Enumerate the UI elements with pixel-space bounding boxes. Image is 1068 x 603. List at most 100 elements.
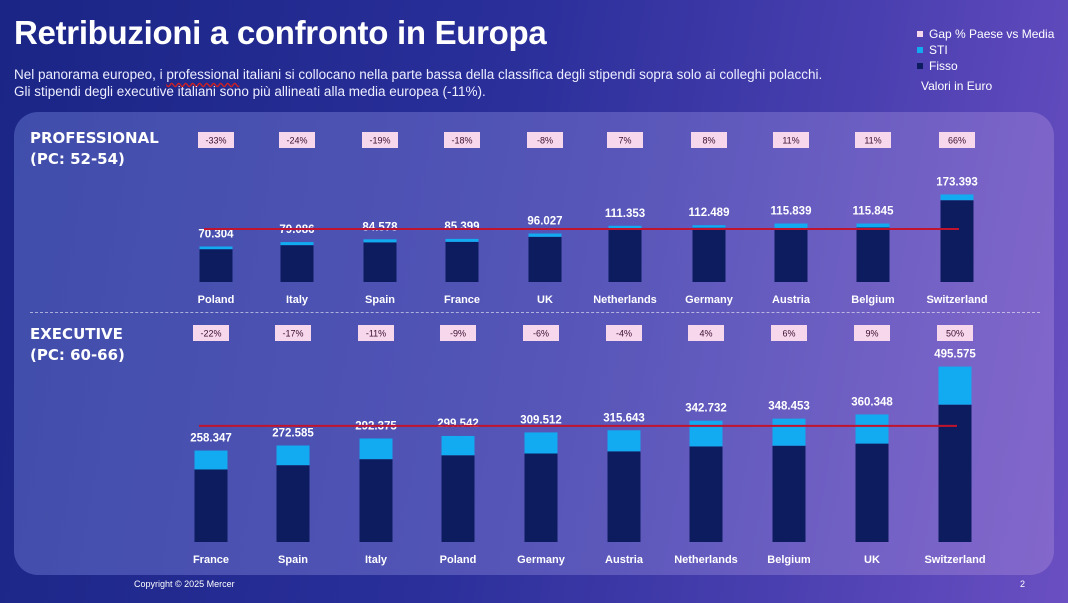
executive-bar-fisso [689, 446, 723, 542]
executive-gap-box [193, 325, 229, 341]
legend-unit: Valori in Euro [921, 79, 993, 93]
professional-bar-sti [280, 242, 314, 246]
legend-swatch-gap [917, 31, 923, 37]
professional-category-label: Italy [286, 294, 309, 306]
professional-bar-sti [199, 246, 233, 250]
subtitle-text: italiani si collocano nella parte bassa … [239, 67, 823, 82]
executive-bar-fisso [855, 443, 889, 542]
professional-bar-sti [940, 194, 974, 201]
professional-category-label: Poland [198, 294, 235, 306]
executive-gap-label: 50% [946, 329, 964, 339]
professional-category-label: Switzerland [926, 294, 987, 306]
page-title: Retribuzioni a confronto in Europa [14, 14, 547, 51]
executive-bar-fisso [607, 451, 641, 542]
legend-label-sti: STI [929, 43, 948, 57]
professional-gap-label: 66% [948, 136, 966, 146]
professional-gap-box [691, 132, 727, 148]
professional-gap-label: 11% [864, 136, 881, 146]
legend-item-gap: Gap % Paese vs Media [917, 26, 1054, 42]
professional-bar-fisso [940, 200, 974, 282]
professional-gap-box [607, 132, 643, 148]
executive-bar-sti [607, 430, 641, 452]
professional-bar-sti [692, 225, 726, 228]
executive-category-label: Italy [365, 554, 388, 566]
professional-total-label: 70.304 [198, 228, 234, 240]
section-divider [30, 312, 1040, 313]
professional-bar-fisso [608, 228, 642, 282]
executive-bar-fisso [524, 453, 558, 542]
professional-total-label: 115.839 [771, 206, 812, 218]
executive-bar-fisso [276, 465, 310, 542]
executive-total-label: 342.732 [685, 403, 727, 415]
professional-pc-range: (PC: 52-54) [30, 150, 125, 168]
executive-bar-fisso [359, 459, 393, 542]
professional-bar-fisso [363, 242, 397, 282]
professional-title: PROFESSIONAL [30, 129, 159, 147]
executive-gap-label: -17% [282, 329, 303, 339]
executive-gap-label: -11% [366, 329, 386, 339]
page-subtitle: Nel panorama europeo, i professional ita… [14, 66, 822, 100]
subtitle-text: Nel panorama europeo, i [14, 67, 167, 82]
executive-total-label: 309.512 [520, 414, 562, 426]
page-number: 2 [1020, 579, 1026, 589]
subtitle-underlined-word: professional [166, 67, 240, 82]
executive-category-label: France [193, 554, 229, 566]
professional-bar-sti [363, 239, 397, 243]
executive-total-label: 348.453 [768, 401, 810, 413]
legend-item-fisso: Fisso [917, 58, 1054, 74]
executive-total-label: 495.575 [934, 349, 976, 361]
professional-gap-box [939, 132, 975, 148]
legend-swatch-sti [917, 47, 923, 53]
professional-gap-box [198, 132, 234, 148]
executive-pc-range: (PC: 60-66) [30, 346, 125, 364]
professional-gap-label: -19% [369, 136, 390, 146]
executive-total-label: 315.643 [603, 412, 645, 424]
executive-category-label: Spain [278, 554, 308, 566]
professional-gap-box [773, 132, 809, 148]
executive-bar-sti [524, 432, 558, 454]
executive-gap-box [275, 325, 311, 341]
executive-gap-box [937, 325, 973, 341]
executive-bar-sti [855, 414, 889, 444]
professional-bar-sti [856, 223, 890, 228]
legend-swatch-fisso [917, 63, 923, 69]
executive-gap-label: 6% [782, 329, 795, 339]
professional-bar-sti [528, 233, 562, 237]
executive-gap-label: -4% [616, 329, 632, 339]
professional-gap-label: -8% [537, 136, 553, 146]
executive-bar-sti [359, 438, 393, 460]
professional-gap-box [362, 132, 398, 148]
professional-bar-fisso [774, 227, 808, 282]
professional-bar-fisso [280, 245, 314, 282]
executive-gap-label: -9% [450, 329, 466, 339]
professional-gap-label: -18% [451, 136, 472, 146]
professional-gap-box [527, 132, 563, 148]
professional-total-label: 85.399 [444, 221, 479, 233]
executive-gap-box [688, 325, 724, 341]
executive-gap-label: 9% [865, 329, 878, 339]
executive-gap-box [523, 325, 559, 341]
copyright: Copyright © 2025 Mercer [134, 579, 235, 589]
executive-gap-label: -22% [200, 329, 221, 339]
professional-total-label: 79.086 [279, 224, 314, 236]
executive-bar-sti [194, 450, 228, 470]
executive-category-label: Austria [605, 554, 644, 566]
executive-total-label: 360.348 [851, 396, 893, 408]
professional-bar-fisso [692, 227, 726, 282]
professional-bar-fisso [445, 241, 479, 282]
executive-bar-sti [441, 435, 475, 456]
executive-total-label: 258.347 [190, 433, 232, 445]
executive-label: EXECUTIVE (PC: 60-66) [30, 324, 125, 366]
professional-total-label: 96.027 [527, 216, 562, 228]
professional-bar-sti [774, 223, 808, 228]
executive-gap-label: -6% [533, 329, 549, 339]
executive-bar-sti [689, 420, 723, 447]
executive-gap-label: 4% [699, 329, 712, 339]
professional-bar-fisso [528, 236, 562, 282]
professional-gap-box [855, 132, 891, 148]
legend-item-sti: STI [917, 42, 1054, 58]
executive-bar-fisso [938, 404, 972, 542]
executive-bar-sti [938, 366, 972, 405]
executive-gap-box [606, 325, 642, 341]
executive-total-label: 299.542 [437, 418, 479, 430]
